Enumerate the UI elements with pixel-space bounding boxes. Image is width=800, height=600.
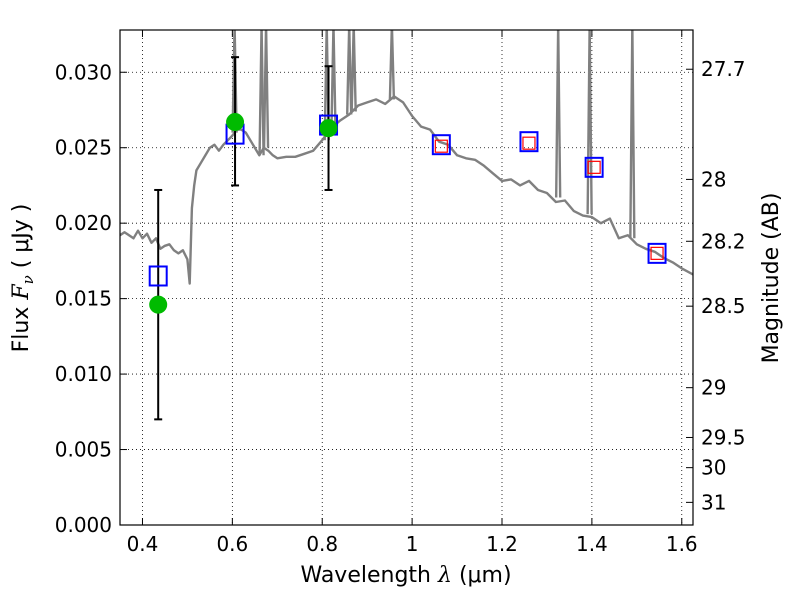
- emission-line-spike: [629, 30, 636, 239]
- y-tick-label: 0.030: [55, 60, 112, 84]
- emission-line-spike: [346, 30, 353, 115]
- emission-line-spike: [388, 30, 396, 100]
- model-photometry-square: [522, 136, 536, 150]
- measurement-dot: [226, 113, 245, 132]
- y-tick-label: 0.025: [55, 136, 112, 160]
- y-tick-label: 0.010: [55, 362, 112, 386]
- markers: [148, 56, 667, 421]
- y-tick-label: 0.015: [55, 287, 112, 311]
- measurement-dot: [149, 295, 168, 314]
- y2-tick-label: 29.5: [701, 425, 746, 449]
- y-tick-label: 0.005: [55, 438, 112, 462]
- model-sed-line: [120, 30, 693, 285]
- x-tick-label: 0.4: [127, 532, 159, 556]
- emission-line-spike: [258, 30, 265, 156]
- emission-line-spike: [554, 30, 562, 198]
- model-photometry-square: [650, 246, 664, 260]
- observed-photometry-square: [148, 265, 168, 287]
- measurement-dot: [319, 119, 338, 138]
- y2-tick-label: 30: [701, 456, 726, 480]
- sed-model-line: [120, 95, 693, 285]
- emission-line-spike: [330, 30, 337, 129]
- x-axis-title: Wavelength λ (μm): [300, 563, 511, 588]
- model-photometry-square: [587, 160, 601, 174]
- emission-line-spike: [350, 30, 357, 112]
- y2-axis-title: Magnitude (AB): [759, 193, 784, 364]
- y2-tick-label: 29: [701, 376, 726, 400]
- x-tick-label: 1.6: [666, 532, 698, 556]
- observed-photometry-square: [519, 131, 539, 153]
- x-tick-label: 1.2: [486, 532, 518, 556]
- y-axis-title: Flux Fν ( μJy ): [9, 204, 37, 353]
- observed-photometry-square: [584, 156, 604, 178]
- y2-tick-label: 28.2: [701, 229, 746, 253]
- y2-tick-label: 31: [701, 490, 726, 514]
- observed-photometry-square: [647, 242, 667, 264]
- x-tick-label: 0.8: [306, 532, 338, 556]
- x-tick-label: 1: [406, 532, 419, 556]
- emission-line-spike: [262, 30, 270, 148]
- y-tick-label: 0.020: [55, 211, 112, 235]
- ticks: 0.4 0.6 0.8 1 1.2 1.4 1.6 0.000 0.005 0.010 0.015 0…: [55, 30, 746, 556]
- emission-line-spike: [586, 30, 593, 215]
- y-tick-label: 0.000: [55, 513, 112, 537]
- y2-tick-label: 28: [701, 167, 726, 191]
- y2-tick-label: 28.5: [701, 294, 746, 318]
- observed-photometry-square: [431, 134, 451, 156]
- y2-tick-label: 27.7: [701, 57, 746, 81]
- x-tick-label: 1.4: [576, 532, 608, 556]
- grid: [120, 30, 693, 525]
- model-photometry-square: [434, 139, 448, 153]
- x-tick-label: 0.6: [216, 532, 248, 556]
- plot-frame: [119, 29, 694, 526]
- plot-area: [120, 30, 693, 421]
